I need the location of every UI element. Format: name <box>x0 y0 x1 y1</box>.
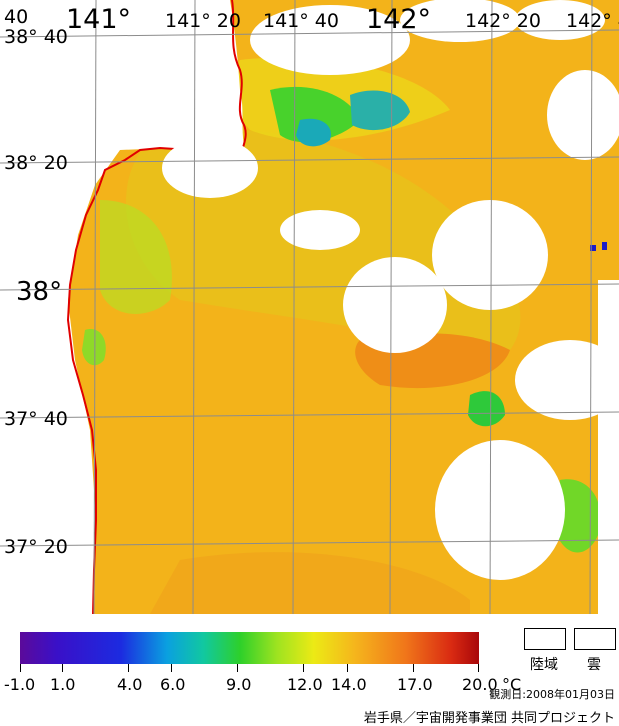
scale-label: 17.0 <box>397 675 433 694</box>
cloud-label: 雲 <box>587 657 601 673</box>
lat-label-37-20: 37° 20 <box>4 536 68 558</box>
scale-label: 9.0 <box>226 675 252 694</box>
scale-label: 4.0 <box>117 675 143 694</box>
scale-tick <box>237 664 238 672</box>
observation-date: 観測日:2008年01月03日 <box>489 688 615 701</box>
scale-label: 20.0 <box>462 675 498 694</box>
cloud-areas <box>162 0 619 614</box>
corner-lon-label: 40 <box>4 6 29 28</box>
lon-label-141-20: 141° 20 <box>165 10 241 32</box>
lat-label-38: 38° <box>16 277 63 307</box>
scale-tick <box>478 664 479 672</box>
unit-label: °C <box>502 675 522 694</box>
lat-label-38-20: 38° 20 <box>4 152 68 174</box>
scale-tick <box>20 664 21 672</box>
scale-tick <box>303 664 304 672</box>
temperature-field <box>82 57 607 614</box>
legend: -1.0 1.0 4.0 6.0 9.0 12.0 14.0 17.0 20.0… <box>0 614 619 726</box>
lon-label-142-40: 142° 4 <box>566 10 619 32</box>
color-scale-bar <box>20 632 479 664</box>
land-label: 陸域 <box>530 657 558 673</box>
scale-tick <box>171 664 172 672</box>
lon-label-142: 142° <box>366 4 432 35</box>
lon-label-141-40: 141° 40 <box>263 10 339 32</box>
lon-label-141: 141° <box>66 4 132 35</box>
map-canvas <box>0 0 619 614</box>
lat-label-37-40: 37° 40 <box>4 408 68 430</box>
lon-label-142-20: 142° 20 <box>465 10 541 32</box>
land-area <box>0 0 245 614</box>
cloud-swatch <box>574 628 616 650</box>
land-swatch <box>524 628 566 650</box>
scale-label: 12.0 <box>287 675 323 694</box>
scale-label: 6.0 <box>160 675 186 694</box>
scale-tick <box>347 664 348 672</box>
scale-tick <box>128 664 129 672</box>
lat-label-38-40: 38° 40 <box>4 26 68 48</box>
scale-tick <box>413 664 414 672</box>
scale-label: -1.0 <box>4 675 36 694</box>
scale-label: 1.0 <box>50 675 76 694</box>
graticule <box>0 0 619 614</box>
credit-text: 岩手県／宇宙開発事業団 共同プロジェクト <box>363 711 615 726</box>
scale-tick <box>62 664 63 672</box>
scale-label: 14.0 <box>331 675 367 694</box>
sst-map: 40 141° 141° 20 141° 40 142° 142° 20 142… <box>0 0 619 614</box>
